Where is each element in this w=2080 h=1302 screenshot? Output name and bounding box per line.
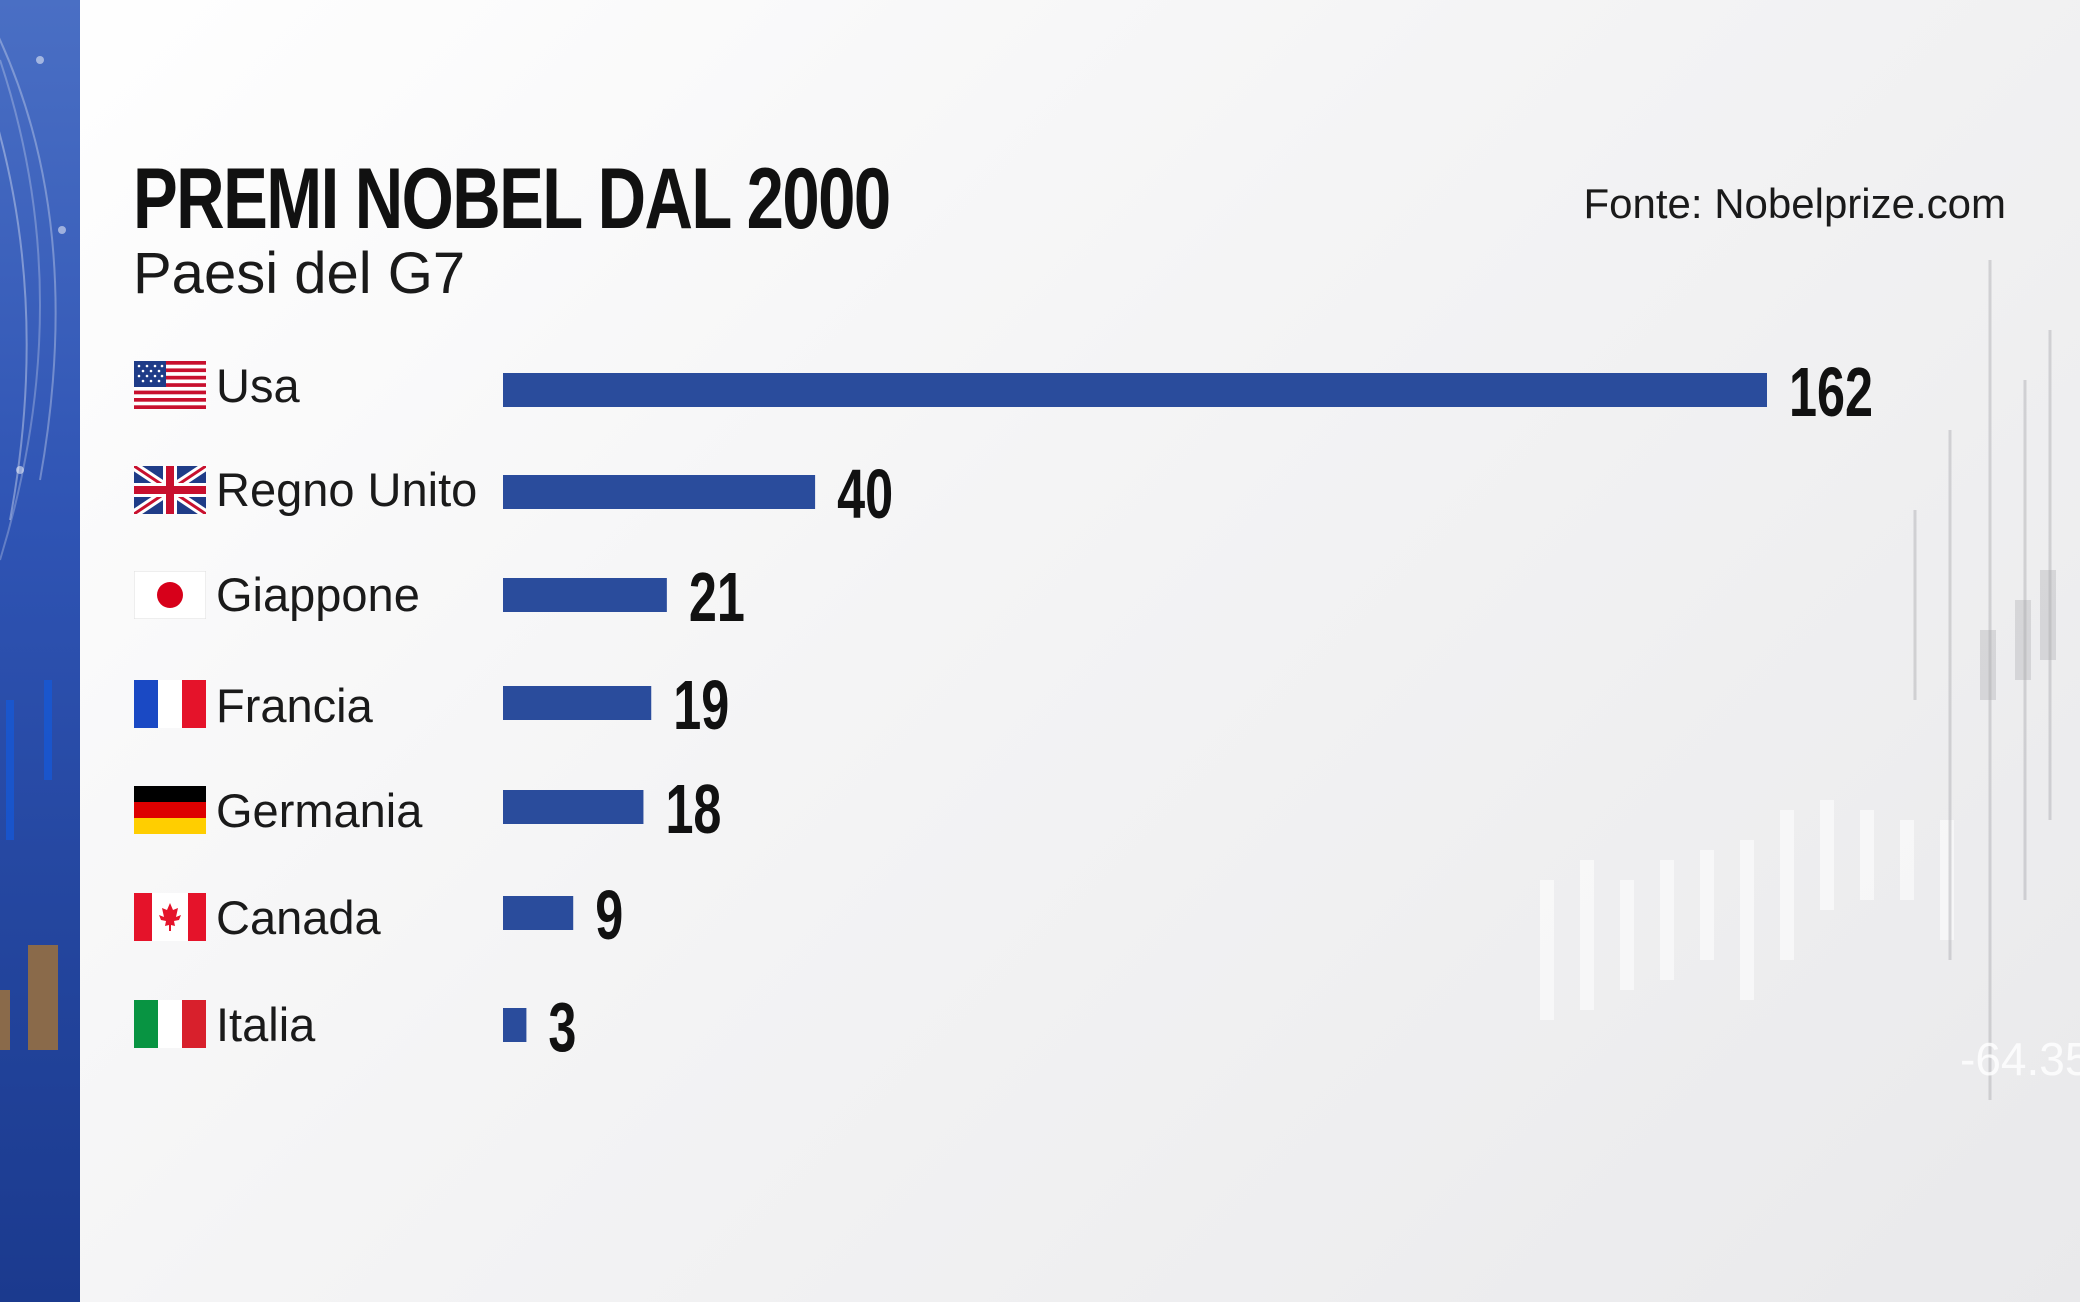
bar-canada [503, 896, 574, 930]
country-label-canada: Canada [216, 891, 381, 944]
value-label-italia: 3 [548, 988, 576, 1066]
background-stock-chart-decoration: -64.35 [1540, 260, 2080, 1100]
japan-flag-icon [134, 571, 206, 619]
chart-subtitle: Paesi del G7 [133, 241, 466, 306]
country-label-usa: Usa [216, 359, 300, 412]
bar-germania [503, 790, 644, 824]
country-label-giappone: Giappone [216, 568, 420, 621]
bar-usa [503, 373, 1767, 407]
country-label-regno-unito: Regno Unito [216, 463, 478, 516]
bar-regno-unito [503, 475, 816, 509]
canada-flag-icon [134, 893, 206, 941]
country-label-italia: Italia [216, 998, 316, 1051]
france-flag-icon [134, 680, 206, 728]
bar-francia [503, 686, 652, 720]
value-label-regno-unito: 40 [837, 455, 893, 533]
source-note: Fonte: Nobelprize.com [1583, 180, 2006, 227]
uk-flag-icon [134, 466, 206, 514]
country-label-germania: Germania [216, 784, 423, 837]
germany-flag-icon [134, 786, 206, 834]
value-label-giappone: 21 [689, 558, 745, 636]
value-label-francia: 19 [673, 666, 729, 744]
us-flag-icon [134, 361, 206, 409]
value-label-usa: 162 [1789, 353, 1873, 431]
value-label-germania: 18 [665, 770, 721, 848]
bar-italia [503, 1008, 527, 1042]
value-label-canada: 9 [595, 876, 623, 954]
left-decorative-band [0, 0, 80, 1302]
bar-giappone [503, 578, 667, 612]
country-label-francia: Francia [216, 679, 373, 732]
svg-text:-64.35: -64.35 [1960, 1033, 2080, 1085]
chart-title: PREMI NOBEL DAL 2000 [133, 151, 891, 247]
italy-flag-icon [134, 1000, 206, 1048]
